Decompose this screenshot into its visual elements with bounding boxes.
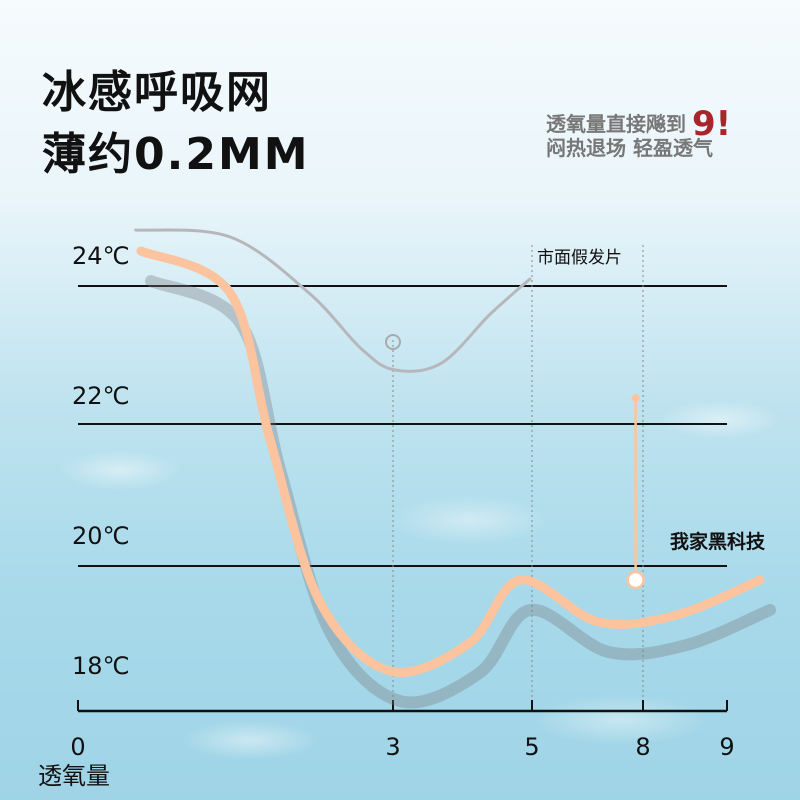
series-line-ours (136, 246, 765, 677)
y-tick-label: 24℃ (72, 242, 130, 270)
y-tick-label: 22℃ (72, 382, 130, 410)
marker-ours (626, 570, 645, 590)
slogan-text: 透氧量直接飚到 (546, 112, 686, 136)
headline-line1: 冰感呼吸网 (42, 67, 272, 118)
x-axis-label: 透氧量 (38, 762, 110, 790)
legend-ours: 我家黑科技 (670, 530, 766, 553)
x-tick-label: 3 (385, 733, 400, 761)
x-tick-label: 9 (719, 733, 734, 761)
series-shadow (145, 275, 776, 709)
x-tick-label: 0 (70, 733, 85, 761)
headline-line2: 薄约0.2MM (42, 129, 310, 180)
y-tick-label: 18℃ (72, 652, 130, 680)
marker-stem-dot (631, 394, 640, 402)
marker-market (385, 334, 401, 350)
slogan-highlight: 9! (692, 104, 732, 144)
x-tick-label: 5 (524, 733, 539, 761)
slogan-line1: 透氧量直接飚到 9! (546, 100, 731, 144)
legend-market: 市面假发片 (537, 248, 622, 268)
series-line-market (134, 228, 532, 373)
y-tick-label: 20℃ (72, 522, 130, 550)
x-tick-label: 8 (635, 733, 650, 761)
slogan-line2: 闷热退场 轻盈透气 (546, 136, 713, 160)
